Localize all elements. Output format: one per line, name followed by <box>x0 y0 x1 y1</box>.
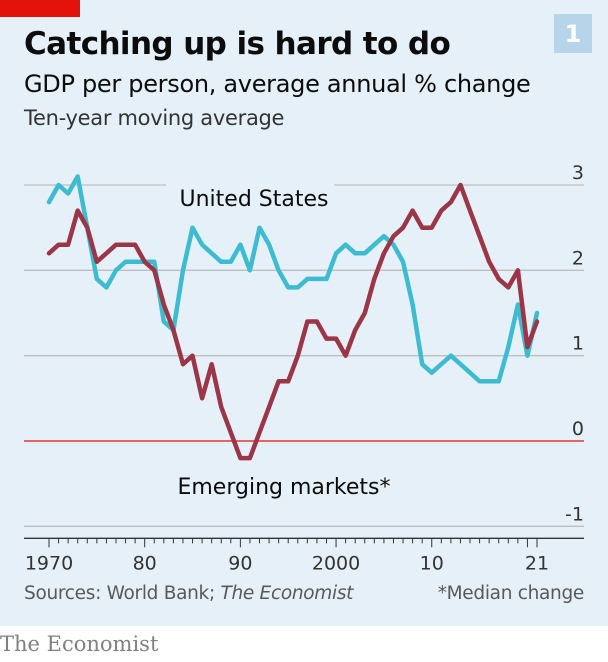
x-tick-label: 90 <box>228 552 252 574</box>
y-tick-label: 2 <box>572 247 584 269</box>
source-note: Sources: World Bank; The Economist <box>24 583 354 604</box>
x-tick-label: 80 <box>133 552 157 574</box>
em-series-line <box>46 182 540 461</box>
x-tick-label: 21 <box>525 552 549 574</box>
chart-subsubtitle: Ten-year moving average <box>24 106 285 130</box>
us-series-label: United States <box>180 187 329 212</box>
footnote: *Median change <box>437 583 585 604</box>
economist-red-tag <box>0 0 80 17</box>
y-tick-label: -1 <box>565 503 584 525</box>
chart-title: Catching up is hard to do <box>24 26 451 62</box>
y-tick-label: 1 <box>572 333 584 355</box>
x-tick-label: 2000 <box>312 552 360 574</box>
chart-panel <box>0 0 608 626</box>
y-tick-label: 3 <box>572 162 584 184</box>
x-tick-label: 10 <box>420 552 444 574</box>
brand-wordmark: The Economist <box>0 632 159 656</box>
y-tick-label: 0 <box>572 418 584 440</box>
chart-subtitle: GDP per person, average annual % change <box>24 70 531 98</box>
x-tick-label: 1970 <box>25 552 73 574</box>
em-series-label: Emerging markets* <box>177 475 390 500</box>
chart-number-badge: 1 <box>554 14 592 53</box>
label-mask <box>166 175 334 205</box>
us-series-line <box>46 174 540 384</box>
